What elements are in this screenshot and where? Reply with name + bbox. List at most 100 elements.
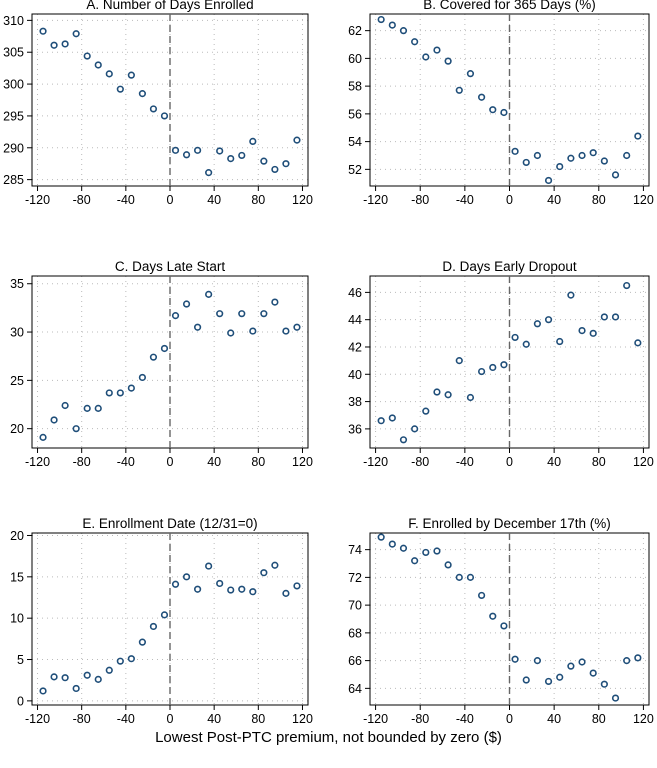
data-point — [634, 132, 642, 140]
x-tick-label: -40 — [117, 193, 135, 207]
data-point — [182, 300, 191, 308]
x-tick-label: -80 — [411, 193, 429, 207]
x-tick-label: 0 — [506, 712, 513, 726]
data-point — [544, 176, 553, 185]
data-point — [411, 425, 419, 433]
data-point — [227, 329, 235, 337]
data-point — [500, 108, 508, 117]
x-tick-label: 120 — [292, 712, 313, 726]
y-tick-label: 64 — [348, 682, 362, 696]
x-tick-label: 120 — [292, 455, 313, 469]
data-point — [544, 677, 553, 686]
data-point — [489, 363, 497, 372]
x-tick-label: 120 — [292, 193, 313, 207]
x-tick-label: 120 — [633, 193, 654, 207]
data-point — [478, 367, 486, 376]
data-point — [160, 344, 169, 353]
data-point — [182, 151, 191, 159]
y-tick-label: 25 — [10, 374, 24, 388]
data-point — [478, 93, 486, 101]
y-tick-label: 295 — [3, 109, 24, 123]
data-point — [127, 655, 135, 663]
data-point — [489, 106, 497, 114]
y-tick-label: 52 — [348, 163, 362, 177]
y-tick-label: 56 — [348, 107, 362, 121]
x-tick-label: 80 — [251, 712, 265, 726]
y-tick-label: 66 — [348, 654, 362, 668]
data-point — [623, 281, 631, 290]
chart-panel-5: E. Enrollment Date (12/31=0) -120 -80 -40 0 4… — [10, 516, 313, 726]
data-point — [589, 329, 597, 337]
panel-title: A. Number of Days Enrolled — [86, 0, 253, 12]
y-tick-label: 54 — [348, 135, 362, 149]
data-point — [61, 40, 69, 48]
y-tick-label: 46 — [348, 286, 362, 300]
data-point — [433, 46, 441, 54]
data-point — [227, 155, 235, 163]
data-point — [238, 310, 246, 318]
data-point — [50, 673, 58, 681]
x-tick-label: 0 — [506, 455, 513, 469]
data-point — [260, 569, 268, 577]
data-point — [39, 433, 47, 441]
y-tick-label: 74 — [348, 543, 362, 557]
data-point — [500, 361, 508, 369]
x-tick-label: 80 — [592, 193, 606, 207]
data-point — [611, 313, 620, 321]
data-point — [205, 169, 213, 177]
data-point — [72, 425, 80, 433]
panel-title: E. Enrollment Date (12/31=0) — [82, 516, 257, 531]
chart-panel-3: C. Days Late Start -120 -80 -40 0 40 80 120 20 25… — [10, 259, 313, 469]
x-tick-label: 40 — [547, 455, 561, 469]
y-tick-label: 5 — [17, 653, 24, 667]
data-point — [522, 676, 530, 684]
data-point — [171, 580, 180, 588]
data-point — [589, 669, 597, 677]
data-point — [433, 547, 441, 555]
x-tick-label: -120 — [25, 455, 50, 469]
data-point — [83, 404, 91, 412]
data-point — [216, 147, 224, 155]
x-tick-label: 80 — [251, 193, 265, 207]
data-point — [50, 416, 58, 424]
data-point — [422, 548, 430, 557]
data-point — [466, 573, 475, 581]
data-point — [50, 41, 58, 49]
x-tick-label: -120 — [363, 455, 388, 469]
y-tick-label: 35 — [10, 277, 24, 291]
data-point — [466, 70, 475, 78]
data-point — [544, 316, 553, 324]
y-tick-label: 36 — [348, 422, 362, 436]
data-point — [388, 540, 396, 548]
x-tick-label: 120 — [633, 455, 654, 469]
data-point — [511, 333, 519, 342]
data-point — [205, 290, 213, 298]
data-point — [83, 671, 91, 679]
data-point — [478, 591, 486, 600]
panel-title: D. Days Early Dropout — [442, 259, 577, 274]
data-point — [205, 562, 213, 570]
data-point — [149, 105, 158, 113]
data-point — [149, 622, 158, 631]
data-point — [634, 654, 642, 662]
data-point — [444, 561, 452, 569]
y-tick-label: 20 — [10, 422, 24, 436]
y-tick-label: 0 — [17, 694, 24, 708]
x-tick-label: 80 — [251, 455, 265, 469]
x-tick-label: -40 — [456, 712, 474, 726]
data-point — [138, 90, 146, 98]
x-tick-label: -120 — [25, 193, 50, 207]
panel-title: F. Enrolled by December 17th (%) — [408, 516, 611, 531]
data-point — [377, 15, 385, 24]
data-point — [533, 151, 542, 160]
data-point — [260, 310, 268, 318]
x-tick-label: -120 — [363, 193, 388, 207]
x-tick-label: -120 — [25, 712, 50, 726]
data-point — [249, 327, 257, 335]
y-tick-label: 285 — [3, 173, 24, 187]
x-tick-label: -40 — [117, 455, 135, 469]
y-tick-label: 38 — [348, 395, 362, 409]
data-point — [61, 401, 69, 410]
data-point — [411, 38, 419, 46]
